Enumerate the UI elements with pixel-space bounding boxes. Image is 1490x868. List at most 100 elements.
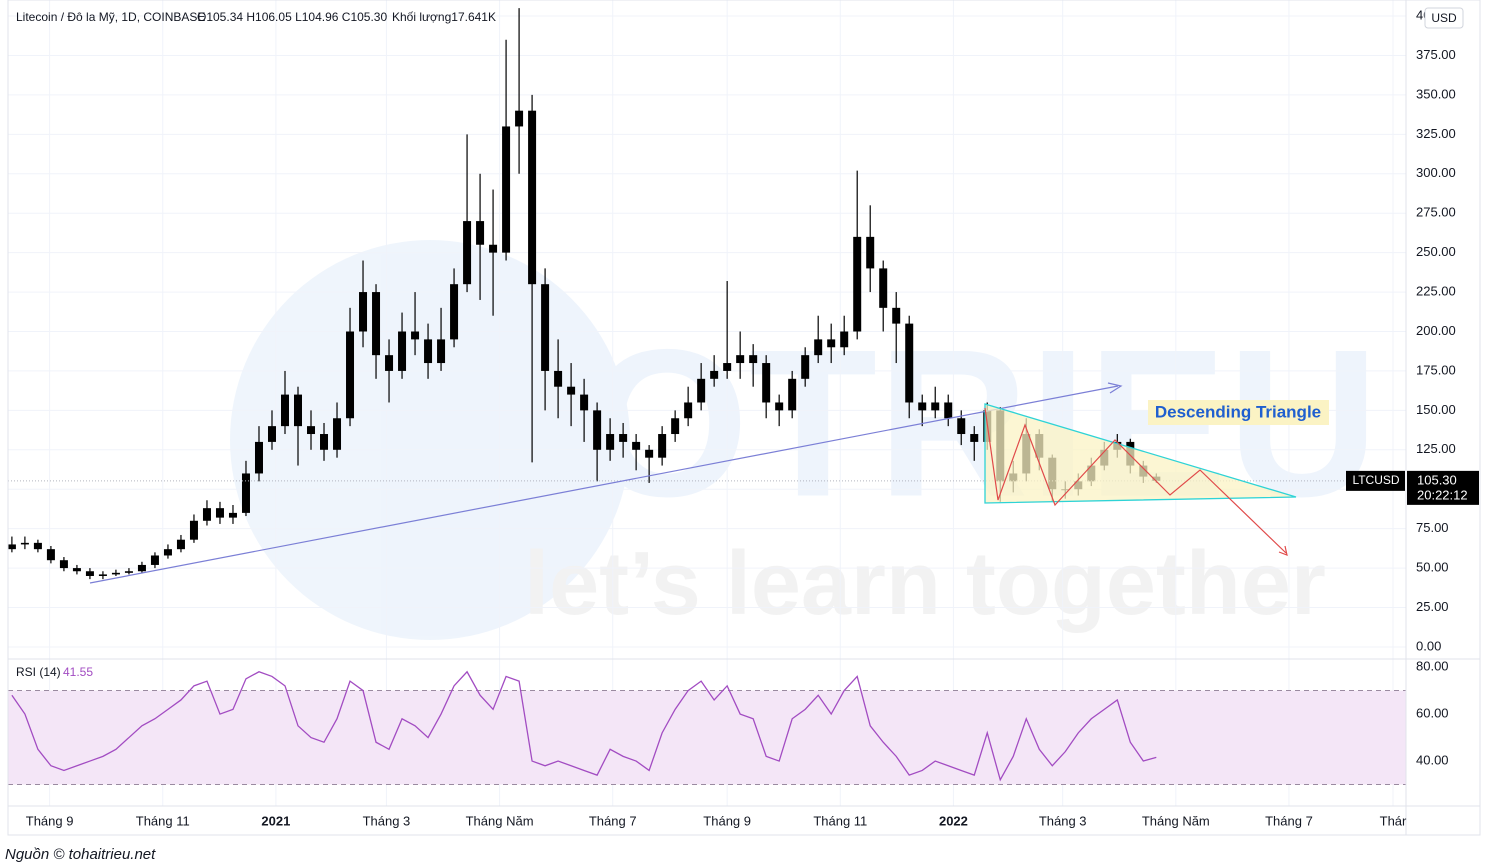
candle-body bbox=[202, 508, 211, 521]
candle-body bbox=[85, 571, 94, 576]
candle-body bbox=[749, 355, 758, 364]
projection-arrow bbox=[1278, 545, 1288, 556]
symbol-tag bbox=[1346, 470, 1405, 491]
candle-body bbox=[632, 441, 641, 450]
trend-arrow bbox=[1107, 382, 1123, 394]
candle-body bbox=[189, 520, 198, 540]
candle-body bbox=[645, 449, 654, 458]
x-tick-label: Tháng 9 bbox=[703, 813, 751, 828]
symbol-tag-label: LTCUSD bbox=[1352, 473, 1399, 487]
candle-body bbox=[163, 549, 172, 556]
candle-body bbox=[619, 434, 628, 442]
candle-body bbox=[541, 284, 550, 371]
drawings: Descending Triangle bbox=[89, 382, 1329, 584]
candle-body bbox=[280, 394, 289, 427]
candle-body bbox=[736, 355, 745, 364]
x-tick-label: Tháng Năm bbox=[1142, 813, 1210, 828]
candle-body bbox=[684, 402, 693, 419]
y-tick-label: 0.00 bbox=[1416, 638, 1441, 653]
triangle bbox=[984, 403, 1297, 504]
y-tick-label: 40.00 bbox=[1416, 752, 1449, 767]
candle-body bbox=[567, 386, 576, 395]
candle-body bbox=[905, 323, 914, 403]
candle-body bbox=[515, 110, 524, 127]
candle-body bbox=[333, 418, 342, 450]
candle-body bbox=[814, 339, 823, 356]
candle-body bbox=[775, 402, 784, 411]
currency-badge[interactable] bbox=[1424, 7, 1464, 29]
candle-body bbox=[241, 473, 250, 513]
candle-body bbox=[463, 221, 472, 285]
volume-label: Khối lượng17.641K bbox=[392, 10, 496, 24]
candle-body bbox=[59, 560, 68, 569]
y-tick-label: 225.00 bbox=[1416, 284, 1456, 299]
projection-path bbox=[984, 407, 1287, 554]
x-tick-label: Tháng 3 bbox=[1039, 813, 1087, 828]
candle-body bbox=[606, 434, 615, 450]
watermark-logo bbox=[230, 240, 630, 640]
y-tick-label: 275.00 bbox=[1416, 205, 1456, 220]
candle-body bbox=[697, 378, 706, 403]
candle-body bbox=[228, 512, 237, 518]
y-tick-label: 150.00 bbox=[1416, 402, 1456, 417]
candle-body bbox=[762, 363, 771, 403]
candle-body bbox=[918, 402, 927, 411]
candle-body bbox=[98, 574, 107, 576]
frame bbox=[7, 0, 1481, 836]
candle-body bbox=[593, 410, 602, 450]
candle-body bbox=[840, 331, 849, 348]
y-tick-label: 200.00 bbox=[1416, 323, 1456, 338]
y-tick-label: 375.00 bbox=[1416, 47, 1456, 62]
candle-body bbox=[424, 339, 433, 364]
candle-body bbox=[111, 572, 120, 575]
y-tick-label: 50.00 bbox=[1416, 560, 1449, 575]
rsi-title: RSI (14) bbox=[16, 665, 61, 679]
y-tick-label: 325.00 bbox=[1416, 126, 1456, 141]
rsi-band bbox=[8, 690, 1406, 785]
candle-body bbox=[489, 244, 498, 253]
candle-body bbox=[124, 571, 133, 573]
candle-body bbox=[137, 564, 146, 572]
trend-line bbox=[89, 385, 1119, 584]
candle-body bbox=[476, 221, 485, 245]
candle-body bbox=[970, 434, 979, 442]
y-tick-label: 25.00 bbox=[1416, 599, 1449, 614]
candle-body bbox=[710, 370, 719, 379]
candle-body bbox=[385, 355, 394, 371]
candle-body bbox=[671, 418, 680, 435]
candle-body bbox=[827, 339, 836, 348]
y-tick-label: 80.00 bbox=[1416, 658, 1449, 673]
symbol-title: Litecoin / Đô la Mỹ, 1D, COINBASE bbox=[16, 10, 205, 24]
candle-body bbox=[267, 426, 276, 442]
candle-body bbox=[33, 542, 42, 550]
y-tick-label: 175.00 bbox=[1416, 362, 1456, 377]
x-tick-label: Tháng 7 bbox=[589, 813, 637, 828]
candle-body bbox=[723, 363, 732, 371]
candle-body bbox=[398, 331, 407, 371]
x-tick-label: Tháng 9 bbox=[26, 813, 74, 828]
currency[interactable]: USD bbox=[1431, 11, 1457, 25]
candle-body bbox=[72, 568, 81, 572]
candle-body bbox=[866, 236, 875, 269]
watermark-tagline: let’s learn together bbox=[524, 534, 1326, 634]
y-tick-label: 125.00 bbox=[1416, 441, 1456, 456]
ohlc-label: O105.34 H106.05 L104.96 C105.30 bbox=[197, 10, 387, 24]
rsi-last: 41.55 bbox=[63, 665, 93, 679]
x-tick-label: 2022 bbox=[939, 813, 968, 828]
candle-body bbox=[580, 394, 589, 411]
x-tick-label: Tháng Năm bbox=[466, 813, 534, 828]
candle-body bbox=[359, 292, 368, 332]
candle-body bbox=[372, 292, 381, 356]
candle-body bbox=[437, 339, 446, 364]
price-tag-label: 105.30 bbox=[1417, 472, 1457, 487]
candle-body bbox=[320, 434, 329, 450]
x-tick-label: Tháng 11 bbox=[136, 813, 190, 828]
candle-body bbox=[7, 544, 16, 550]
x-tick-label: Tháng 3 bbox=[363, 813, 411, 828]
annotation-box bbox=[1148, 400, 1329, 425]
y-tick-label: 300.00 bbox=[1416, 165, 1456, 180]
candle-body bbox=[957, 418, 966, 435]
watermark: TOTRIEU let’s learn together bbox=[230, 240, 1379, 640]
price-tag bbox=[1407, 470, 1479, 505]
